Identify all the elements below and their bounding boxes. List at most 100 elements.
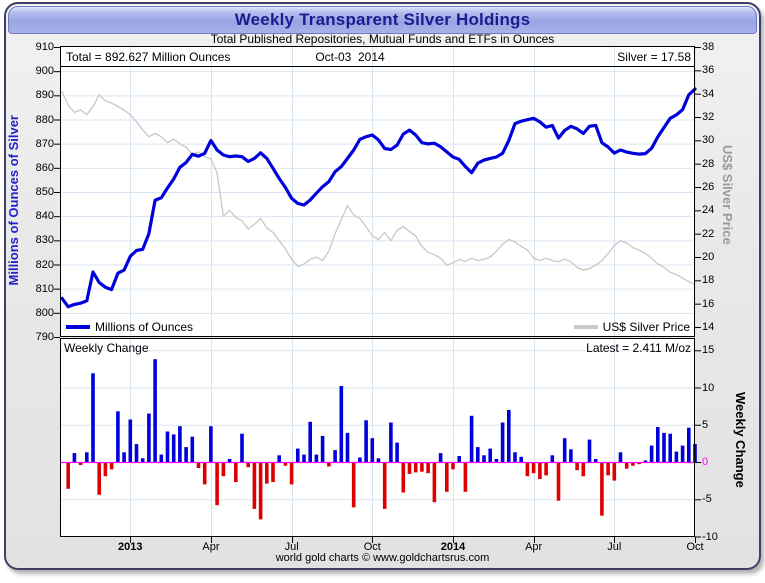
left-axis-tick-label: 850: [35, 186, 54, 198]
weekly-change-bar: [482, 455, 486, 462]
right-price-tick-label: 14: [702, 321, 715, 333]
left-axis-tick-label: 880: [35, 113, 54, 126]
weekly-change-bar: [364, 420, 368, 462]
weekly-change-bar: [606, 462, 610, 476]
x-axis-tick-label: Jul: [284, 541, 299, 553]
weekly-change-bar: [159, 454, 164, 462]
left-axis-tick-label: 870: [35, 137, 54, 150]
weekly-change-bar: [494, 459, 499, 462]
weekly-change-bar: [451, 462, 455, 470]
right-price-tick-label: 32: [702, 111, 715, 123]
weekly-change-bar: [395, 442, 399, 462]
weekly-change-bar: [209, 426, 213, 462]
price-legend-label: US$ Silver Price: [602, 320, 690, 334]
right-change-tick-label: -10: [702, 530, 718, 543]
right-change-tick-label: 5: [702, 418, 709, 431]
weekly-change-bar: [389, 422, 393, 462]
weekly-change-bar: [519, 456, 523, 462]
weekly-change-bar: [97, 462, 101, 495]
page-title: Weekly Transparent Silver Holdings: [234, 10, 531, 29]
weekly-change-bar: [227, 459, 232, 462]
weekly-change-bar: [612, 462, 617, 481]
weekly-change-bar: [320, 435, 325, 462]
x-axis-tick-label: 2013: [118, 541, 143, 553]
weekly-change-bar: [445, 462, 449, 492]
weekly-change-bar: [153, 359, 157, 462]
weekly-change-bar: [215, 462, 219, 506]
right-price-tick-label: 34: [702, 87, 715, 100]
weekly-change-bar: [668, 433, 672, 462]
right-price-tick-label: 28: [702, 157, 715, 170]
weekly-change-bar: [128, 419, 133, 462]
right-price-tick-label: 38: [702, 41, 715, 53]
right-price-tick-label: 26: [702, 181, 715, 193]
weekly-change-bar: [376, 458, 381, 462]
weekly-change-bar: [308, 421, 312, 462]
weekly-change-bar: [556, 462, 561, 501]
weekly-change-bar: [333, 450, 337, 462]
weekly-change-bar: [85, 452, 89, 462]
weekly-change-bar: [358, 457, 362, 462]
weekly-change-bar: [476, 447, 480, 462]
weekly-change-bar: [538, 462, 542, 480]
weekly-change-bar: [631, 462, 635, 466]
right-change-tick-label: -5: [702, 493, 712, 506]
weekly-change-bar: [420, 462, 424, 472]
right-change-tick-label: 0: [702, 456, 709, 468]
weekly-change-bar: [569, 449, 573, 462]
weekly-change-bar: [643, 460, 648, 462]
weekly-change-bar: [302, 454, 306, 462]
weekly-change-bar: [277, 455, 281, 462]
weekly-change-bar: [649, 445, 654, 462]
left-axis-tick-label: 800: [35, 306, 54, 319]
weekly-change-bar: [178, 426, 182, 462]
right-price-axis-title: US$ Silver Price: [720, 145, 735, 245]
left-axis-tick-label: 890: [35, 89, 54, 102]
right-price-tick-label: 16: [702, 297, 715, 310]
weekly-change-bar: [401, 462, 406, 493]
weekly-change-bar: [438, 453, 443, 462]
weekly-change-bar: [271, 462, 275, 483]
left-axis-tick-label: 840: [35, 210, 54, 223]
weekly-change-bar: [134, 444, 139, 462]
x-axis-tick-label: Jul: [607, 541, 622, 553]
weekly-change-bar: [500, 422, 505, 462]
weekly-change-bars: [66, 359, 697, 520]
holdings-line: [60, 87, 697, 309]
latest-change-annotation: Latest = 2.411 M/oz: [586, 341, 691, 355]
date-annotation: Oct-03 2014: [315, 50, 385, 64]
right-price-tick-label: 24: [702, 204, 715, 217]
weekly-change-bar: [246, 462, 250, 468]
weekly-change-bar: [413, 462, 418, 473]
weekly-change-bar: [618, 452, 623, 462]
left-axis-title: Millions of Ounces of Silver: [6, 114, 21, 286]
weekly-change-bar: [289, 462, 294, 485]
silver-price-annotation: Silver = 17.58: [617, 50, 691, 64]
weekly-change-bar: [550, 455, 555, 462]
footer-credit: world gold charts © www.goldchartsrus.co…: [275, 552, 490, 564]
weekly-change-bar: [252, 462, 257, 509]
weekly-change-bar: [221, 462, 226, 477]
right-change-tick-label: 10: [702, 381, 715, 394]
right-price-tick-label: 18: [702, 274, 715, 287]
weekly-change-bar: [581, 462, 586, 477]
weekly-change-bar: [351, 462, 356, 508]
left-axis-tick-label: 830: [35, 234, 54, 247]
weekly-change-bar: [122, 452, 126, 462]
weekly-change-bar: [370, 438, 375, 462]
weekly-change-bar: [488, 448, 492, 462]
right-change-axis-title: Weekly Change: [733, 392, 748, 488]
right-price-tick-label: 30: [702, 134, 715, 147]
right-price-tick-label: 22: [702, 227, 715, 240]
tick-marks: [54, 47, 701, 543]
weekly-change-bar: [116, 411, 120, 462]
legend-price: US$ Silver Price: [573, 320, 690, 334]
weekly-change-bar: [674, 451, 679, 462]
weekly-change-bar: [109, 462, 114, 470]
holdings-legend-label: Millions of Ounces: [95, 320, 194, 334]
weekly-change-bar: [147, 413, 151, 462]
weekly-change-bar: [140, 458, 145, 462]
x-axis-tick-label: Oct: [686, 541, 704, 553]
weekly-change-bar: [662, 432, 666, 462]
